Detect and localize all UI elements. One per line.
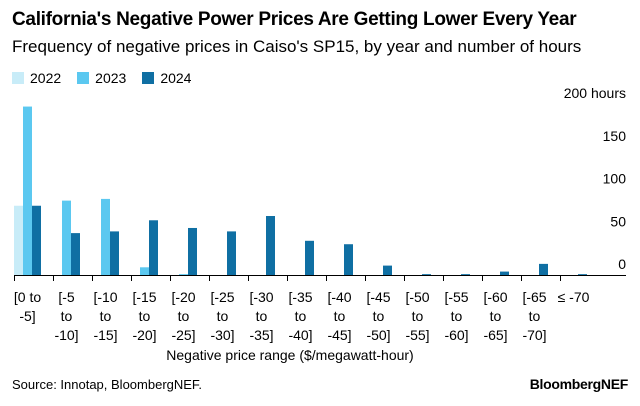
x-tick-label: [-30 to -35] — [249, 289, 273, 343]
source-note: Source: Innotap, BloombergNEF. — [12, 377, 203, 392]
bar-2023-4 — [179, 274, 188, 275]
bar-2024-14 — [578, 274, 587, 275]
x-tick-label: [-5 to -10] — [54, 289, 78, 343]
x-tick-label: [-65 to -70] — [522, 289, 546, 343]
bar-2024-9 — [383, 265, 392, 275]
x-tick-label: [-20 to -25] — [171, 289, 195, 343]
legend: 2022 2023 2024 — [12, 70, 207, 86]
y-tick-label: 100 — [603, 171, 627, 187]
x-tick-label: [-45 to -50] — [366, 289, 390, 343]
bar-2024-4 — [188, 227, 197, 275]
chart-title: California's Negative Power Prices Are G… — [12, 9, 577, 30]
bar-2024-1 — [71, 233, 80, 275]
legend-swatch-2022 — [12, 72, 24, 84]
x-tick-label: [-60 to -65] — [483, 289, 507, 343]
y-tick-label: 150 — [603, 128, 627, 144]
legend-label-2023: 2023 — [95, 70, 127, 86]
x-tick-label: [0 to -5] — [14, 289, 41, 324]
legend-swatch-2024 — [142, 72, 155, 84]
chart-subtitle: Frequency of negative prices in Caiso's … — [12, 37, 582, 56]
bar-2024-10 — [422, 274, 431, 275]
bar-2023-2 — [101, 198, 110, 275]
legend-swatch-2023 — [77, 72, 90, 84]
bar-2024-7 — [305, 240, 314, 275]
bar-2023-3 — [140, 267, 149, 275]
x-tick-label: ≤ -70 — [558, 289, 590, 305]
bar-2024-8 — [344, 244, 353, 275]
x-tick-label: [-35 to -40] — [288, 289, 312, 343]
legend-label-2024: 2024 — [160, 70, 192, 86]
y-tick-label: 200 hours — [564, 85, 626, 101]
x-tick-label: [-40 to -45] — [327, 289, 351, 343]
bar-2022-0 — [14, 205, 23, 275]
bar-2024-11 — [461, 274, 470, 275]
legend-item-2024: 2024 — [142, 70, 191, 86]
brand-logo: BloombergNEF — [529, 376, 629, 392]
bar-2024-3 — [149, 220, 158, 275]
bar-2023-1 — [62, 200, 71, 275]
bar-2024-6 — [266, 216, 275, 275]
y-tick-label: 0 — [618, 256, 626, 272]
x-axis-label: Negative price range ($/megawatt-hour) — [166, 347, 413, 363]
legend-item-2023: 2023 — [77, 70, 126, 86]
bar-2023-0 — [23, 106, 32, 275]
x-tick-label: [-50 to -55] — [405, 289, 429, 343]
bar-2024-2 — [110, 231, 119, 275]
x-tick-label: [-15 to -20] — [132, 289, 156, 343]
x-tick-label: [-55 to -60] — [444, 289, 468, 343]
legend-item-2022: 2022 — [12, 70, 61, 86]
bar-2024-5 — [227, 231, 236, 275]
x-tick-label: [-25 to -30] — [210, 289, 234, 343]
legend-label-2022: 2022 — [30, 70, 62, 86]
y-tick-label: 50 — [610, 213, 626, 229]
bar-2024-12 — [500, 271, 509, 275]
x-tick-label: [-10 to -15] — [93, 289, 117, 343]
bar-2024-13 — [539, 263, 548, 275]
bar-2024-0 — [32, 205, 41, 275]
